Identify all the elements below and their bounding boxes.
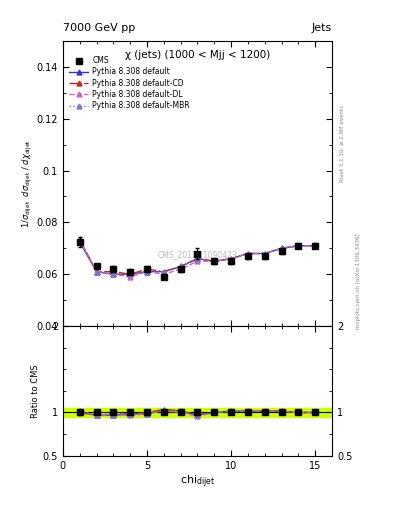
Legend: CMS, Pythia 8.308 default, Pythia 8.308 default-CD, Pythia 8.308 default-DL, Pyt: CMS, Pythia 8.308 default, Pythia 8.308 … [70, 56, 190, 111]
Text: 7000 GeV pp: 7000 GeV pp [63, 23, 135, 33]
Y-axis label: Ratio to CMS: Ratio to CMS [31, 364, 40, 418]
Y-axis label: $1/\sigma_\mathrm{dijet}$  $d\sigma_\mathrm{dijet}$ / $d\chi_\mathrm{dijet}$: $1/\sigma_\mathrm{dijet}$ $d\sigma_\math… [21, 139, 34, 228]
Text: mcplots.cern.ch [arXiv:1306.3436]: mcplots.cern.ch [arXiv:1306.3436] [356, 234, 361, 329]
Text: χ (jets) (1000 < Mjj < 1200): χ (jets) (1000 < Mjj < 1200) [125, 50, 270, 59]
Bar [63, 408, 332, 417]
Text: Rivet 3.1.10; ≥ 2.9M events: Rivet 3.1.10; ≥ 2.9M events [340, 105, 345, 182]
X-axis label: chi$_\mathrm{dijet}$: chi$_\mathrm{dijet}$ [180, 473, 215, 489]
Text: Jets: Jets [312, 23, 332, 33]
Text: CMS_2012_I1090423: CMS_2012_I1090423 [158, 250, 237, 259]
